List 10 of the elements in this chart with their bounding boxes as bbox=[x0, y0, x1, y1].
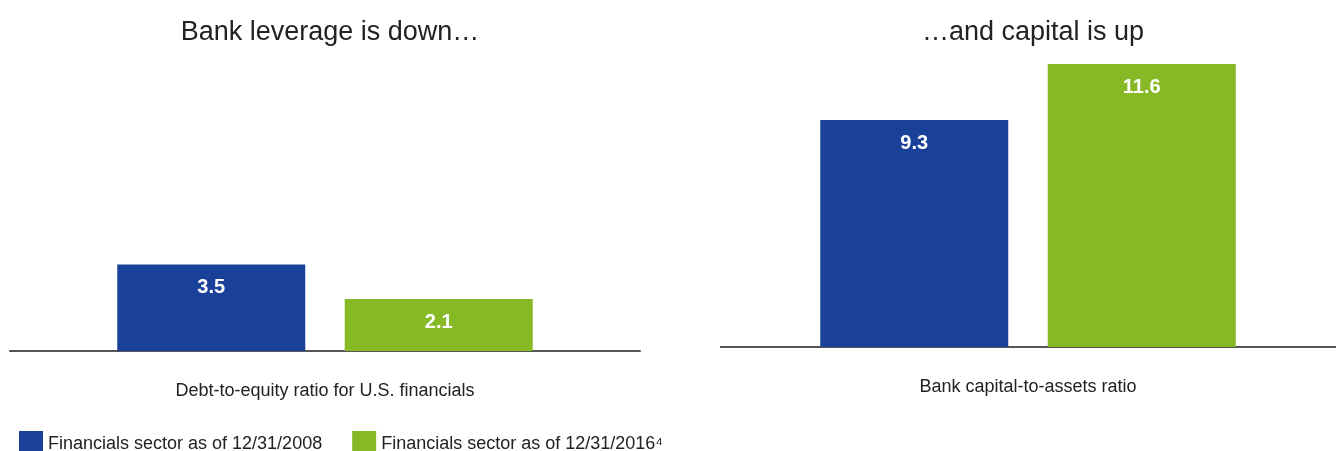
legend-label: Financials sector as of 12/31/2016⁴ bbox=[381, 433, 664, 451]
data-label: 2.1 bbox=[424, 310, 453, 333]
chart-title: Bank leverage is down… bbox=[180, 15, 480, 46]
legend-label: Financials sector as of 12/31/2008 bbox=[48, 433, 323, 451]
data-label: 3.5 bbox=[197, 275, 226, 298]
x-axis-title: Bank capital-to-assets ratio bbox=[919, 376, 1137, 396]
x-axis-title: Debt-to-equity ratio for U.S. financials bbox=[175, 380, 475, 400]
data-label: 11.6 bbox=[1122, 75, 1161, 97]
data-label: 9.3 bbox=[900, 131, 929, 154]
chart-title: …and capital is up bbox=[921, 15, 1145, 46]
